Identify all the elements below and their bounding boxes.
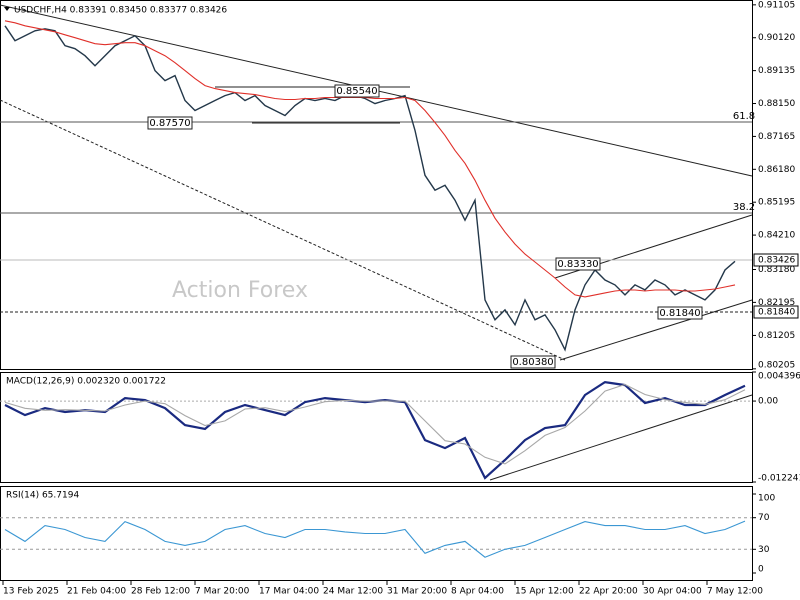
annotation: 38.2 xyxy=(733,202,755,213)
series-line xyxy=(4,20,736,298)
y-tick-label: 0.88150 xyxy=(758,99,795,109)
price-label: 0.81840 xyxy=(758,308,795,318)
y-tick-label: 0.86180 xyxy=(758,165,795,175)
y-tick-label: 0.83180 xyxy=(758,265,795,275)
y-tick-label: 0.84210 xyxy=(758,231,795,241)
y-tick-label: 0.90120 xyxy=(758,33,795,43)
y-tick-label: 0.89135 xyxy=(758,66,795,76)
annotation: 0.87570 xyxy=(149,118,190,129)
annotation-box xyxy=(334,84,380,98)
annotation: 0.80380 xyxy=(512,357,553,368)
trend-line xyxy=(0,99,566,361)
x-tick-label: 8 Apr 04:00 xyxy=(451,587,504,597)
x-tick-label: 31 Mar 20:00 xyxy=(387,587,447,597)
price-label-box xyxy=(753,253,799,267)
annotation-box xyxy=(657,306,703,320)
series-line xyxy=(4,383,746,465)
price-label: 0.83426 xyxy=(758,256,795,266)
price-frame xyxy=(0,0,753,370)
y-tick-label: 0.81205 xyxy=(758,331,795,341)
price-label-box xyxy=(753,305,799,319)
series-line xyxy=(4,520,746,558)
x-tick-label: 30 Apr 04:00 xyxy=(643,587,702,597)
x-tick-label: 17 Mar 04:00 xyxy=(259,587,319,597)
x-tick-label: 24 Mar 12:00 xyxy=(323,587,383,597)
x-tick-label: 7 Mar 20:00 xyxy=(195,587,250,597)
x-tick-label: 28 Feb 12:00 xyxy=(131,587,190,597)
y-tick-label: 70 xyxy=(758,513,770,523)
series-line xyxy=(4,25,736,352)
y-tick-label: 100 xyxy=(758,494,775,504)
y-tick-label: 0.80205 xyxy=(758,361,795,371)
x-tick-label: 22 Apr 20:00 xyxy=(579,587,638,597)
chart-title: USDCHF,H4 0.83391 0.83450 0.83377 0.8342… xyxy=(14,6,227,16)
annotation: 0.83330 xyxy=(557,259,598,270)
y-tick-label: 0.004396 xyxy=(758,372,800,382)
x-tick-label: 15 Apr 12:00 xyxy=(515,587,574,597)
macd-title: MACD(12,26,9) 0.002320 0.001722 xyxy=(6,377,166,387)
channel-line xyxy=(559,299,753,361)
title-arrow xyxy=(4,7,10,11)
annotation-box xyxy=(147,116,193,130)
rsi-frame xyxy=(0,486,753,581)
macd-trend-line xyxy=(489,394,753,481)
y-tick-label: 0.85195 xyxy=(758,198,795,208)
y-tick-label: 0.91105 xyxy=(758,1,795,11)
annotation: 61.8 xyxy=(733,111,755,122)
annotation-box xyxy=(555,257,601,271)
x-tick-label: 13 Feb 2025 xyxy=(3,587,59,597)
x-tick-label: 7 May 12:00 xyxy=(707,587,763,597)
y-tick-label: 0.82195 xyxy=(758,298,795,308)
rsi-title: RSI(14) 65.7194 xyxy=(6,491,79,501)
annotation: 0.81840 xyxy=(659,308,700,319)
annotation: 0.85540 xyxy=(336,86,377,97)
macd-frame xyxy=(0,372,753,483)
watermark: Action Forex xyxy=(172,278,308,303)
y-tick-label: 0.00 xyxy=(758,397,778,407)
y-tick-label: -0.012241 xyxy=(758,474,800,484)
annotation-box xyxy=(510,355,556,369)
frames xyxy=(0,0,753,581)
y-tick-label: 0 xyxy=(758,565,764,575)
y-tick-label: 0.87165 xyxy=(758,132,795,142)
x-tick-label: 21 Feb 04:00 xyxy=(67,587,126,597)
y-tick-label: 30 xyxy=(758,545,770,555)
